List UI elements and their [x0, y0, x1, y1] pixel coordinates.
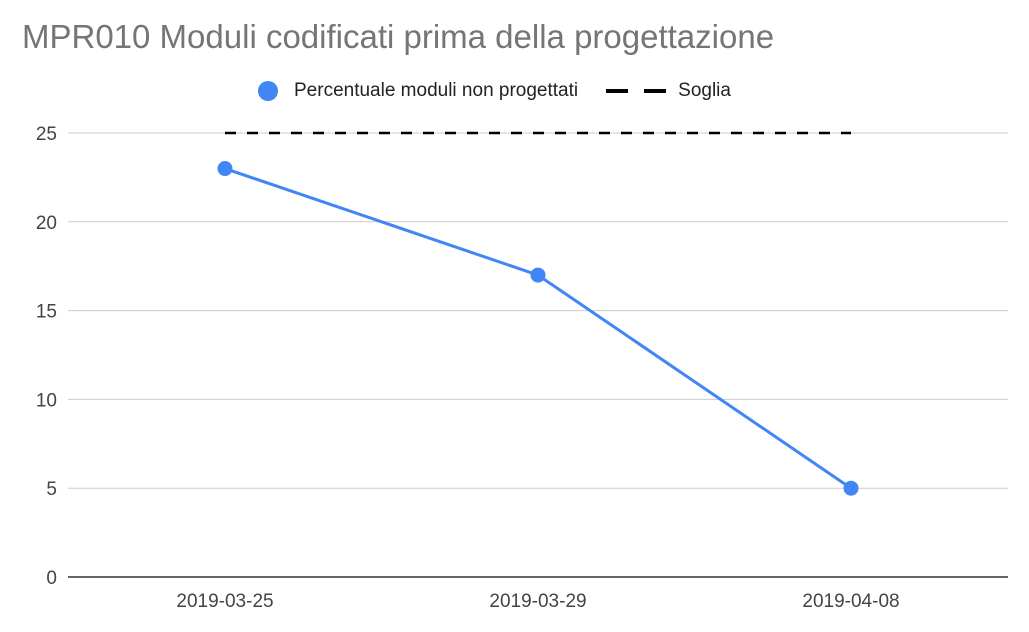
legend-label-series-1: Percentuale moduli non progettati [294, 80, 579, 101]
legend-label-series-2: Soglia [678, 80, 731, 101]
legend-marker-series-2 [606, 89, 667, 93]
legend-marker-series-1 [258, 81, 278, 101]
series-line-percentuale [224, 167, 852, 490]
y-tick-label: 20 [36, 213, 57, 234]
y-tick-label: 15 [36, 302, 57, 323]
legend-item-series-1[interactable]: Percentuale moduli non progettati [258, 80, 578, 102]
axis-layer: 0 5 10 15 20 25 2019-03-25 2019-03-29 2019-04-08 [36, 124, 1008, 612]
x-tick-label: 2019-03-25 [176, 591, 273, 612]
series-layer [217, 131, 859, 496]
y-tick-label: 5 [46, 479, 57, 500]
data-point-percentuale[interactable] [843, 480, 859, 496]
x-tick-label: 2019-03-29 [489, 591, 586, 612]
grid-layer [68, 132, 1008, 489]
data-point-percentuale[interactable] [530, 267, 546, 283]
legend: Percentuale moduli non progettati Soglia [258, 78, 731, 104]
y-tick-label: 0 [46, 568, 57, 589]
y-tick-label: 25 [36, 124, 57, 145]
x-tick-label: 2019-04-08 [802, 591, 899, 612]
legend-item-series-2[interactable]: Soglia [578, 80, 731, 102]
y-tick-label: 10 [36, 390, 57, 411]
data-point-percentuale[interactable] [217, 161, 233, 177]
chart-title: MPR010 Moduli codificati prima della pro… [22, 18, 775, 55]
